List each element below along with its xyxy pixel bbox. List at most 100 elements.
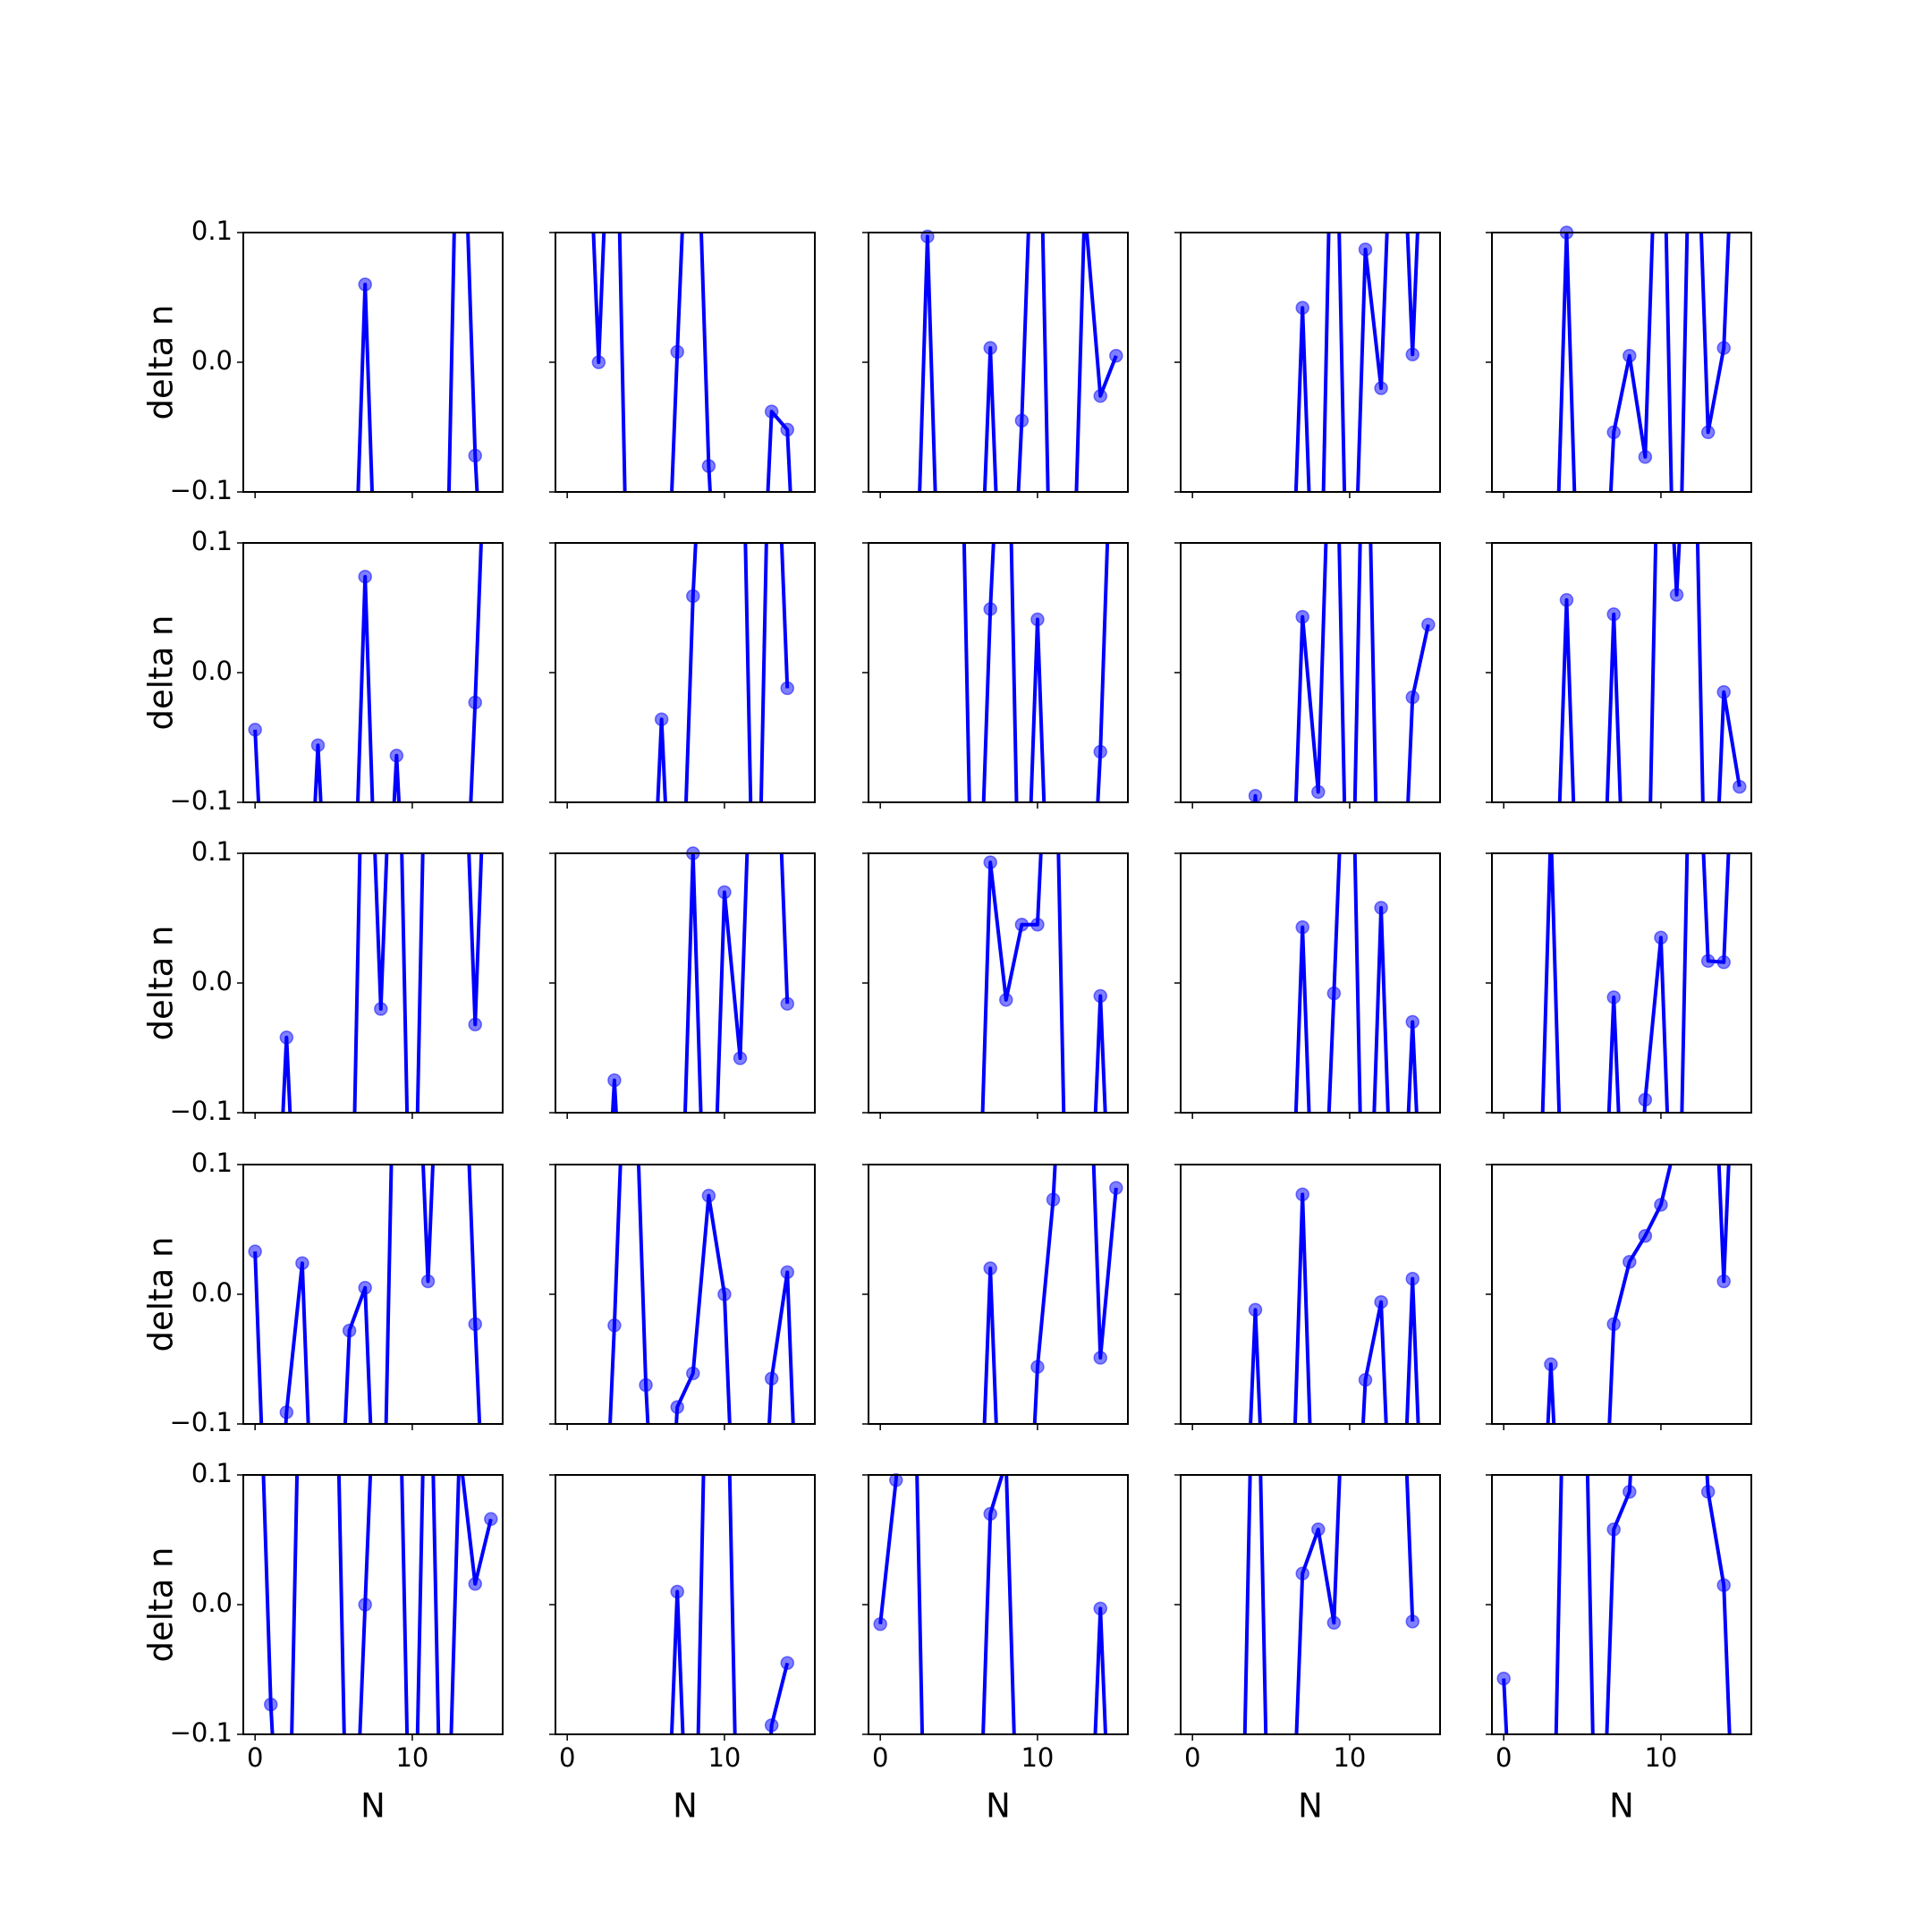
point	[1374, 901, 1388, 915]
point	[1093, 988, 1107, 1004]
y-axis-label: delta n	[142, 615, 181, 731]
point	[1326, 1615, 1342, 1631]
point	[295, 1256, 309, 1270]
point	[468, 1317, 482, 1332]
point	[1716, 1274, 1731, 1289]
point	[1374, 1294, 1388, 1309]
point	[1606, 990, 1621, 1004]
point	[1623, 1485, 1637, 1499]
point	[1295, 1566, 1309, 1580]
axes-frame	[555, 542, 816, 803]
point	[468, 1577, 482, 1591]
point	[983, 855, 997, 869]
point	[1109, 1181, 1123, 1195]
subplot	[862, 1164, 1129, 1430]
y-axis-label: delta n	[142, 305, 181, 420]
point	[1030, 918, 1045, 932]
x-axis-label: N	[1298, 1787, 1323, 1826]
point	[1606, 607, 1621, 622]
point	[358, 1281, 372, 1295]
axes-frame	[1491, 852, 1752, 1114]
subplot: 0 10 N	[1486, 1474, 1752, 1826]
point	[1606, 425, 1621, 440]
point	[1638, 450, 1653, 464]
point	[1374, 381, 1388, 395]
point	[1358, 1372, 1373, 1387]
y-tick-label: −0.1	[170, 1407, 233, 1437]
subplot	[862, 229, 1129, 498]
line	[918, 233, 1118, 492]
y-tick-label: −0.1	[170, 1096, 233, 1126]
y-tick-label: 0.1	[191, 836, 233, 867]
point	[764, 404, 779, 419]
line	[1556, 233, 1731, 492]
point	[873, 1617, 887, 1631]
point	[374, 1002, 388, 1016]
point	[1716, 1578, 1731, 1592]
axes-frame	[868, 542, 1129, 803]
point	[1496, 1671, 1511, 1686]
point	[310, 738, 326, 752]
point	[1421, 617, 1436, 632]
point	[780, 681, 794, 696]
point	[468, 695, 482, 710]
point	[639, 1377, 653, 1393]
point	[279, 1030, 294, 1045]
axes-frame	[1491, 542, 1752, 803]
x-tick-label: 0	[559, 1742, 575, 1773]
point	[248, 723, 262, 737]
x-tick-label: 0	[872, 1742, 888, 1773]
point	[389, 749, 404, 763]
x-tick-label: 10	[1644, 1742, 1677, 1773]
axes-frame	[1491, 232, 1752, 493]
point	[1544, 1357, 1558, 1372]
x-tick-label: 10	[708, 1742, 741, 1773]
y-axis-label: delta n	[142, 1547, 181, 1663]
y-tick-label: 0.0	[191, 345, 233, 376]
point	[1623, 1255, 1637, 1269]
line	[1540, 853, 1731, 1113]
y-tick-label: −0.1	[170, 785, 233, 816]
y-tick-label: 0.0	[191, 966, 233, 996]
line	[253, 1165, 482, 1424]
y-tick-label: 0.1	[191, 1148, 233, 1178]
point	[1669, 588, 1684, 602]
point	[1326, 986, 1342, 1001]
subplot	[1486, 1164, 1752, 1430]
point	[780, 996, 794, 1011]
x-tick-label: 10	[1021, 1742, 1054, 1773]
line	[1546, 1165, 1731, 1424]
line	[356, 233, 479, 492]
point	[484, 1512, 498, 1527]
subplot	[862, 542, 1129, 809]
point	[279, 1405, 294, 1419]
point	[983, 602, 997, 616]
line	[1253, 543, 1430, 802]
axes-frame	[1491, 1474, 1752, 1735]
x-tick-label: 0	[1496, 1742, 1512, 1773]
x-tick-label: 0	[1184, 1742, 1200, 1773]
axes-frame	[555, 1474, 816, 1735]
point	[1700, 425, 1716, 440]
subplot: −0.1 0.0 0.1 0 10 delta n N	[142, 1458, 504, 1826]
point	[1014, 918, 1030, 932]
y-tick-label: −0.1	[170, 475, 233, 505]
point	[983, 1506, 997, 1521]
point	[358, 1597, 372, 1612]
x-tick-label: 0	[247, 1742, 263, 1773]
point	[1638, 1092, 1653, 1107]
point	[1405, 347, 1419, 362]
point	[591, 355, 606, 369]
y-tick-label: 0.0	[191, 1588, 233, 1618]
point	[1295, 609, 1309, 624]
axes-frame	[868, 1474, 1129, 1735]
point	[358, 569, 372, 584]
point	[1405, 1614, 1419, 1629]
subplot	[1174, 1164, 1441, 1430]
point	[983, 1261, 997, 1275]
point	[1248, 1302, 1263, 1318]
point	[1093, 388, 1107, 403]
point	[1716, 955, 1731, 970]
axes-frame	[868, 232, 1129, 493]
